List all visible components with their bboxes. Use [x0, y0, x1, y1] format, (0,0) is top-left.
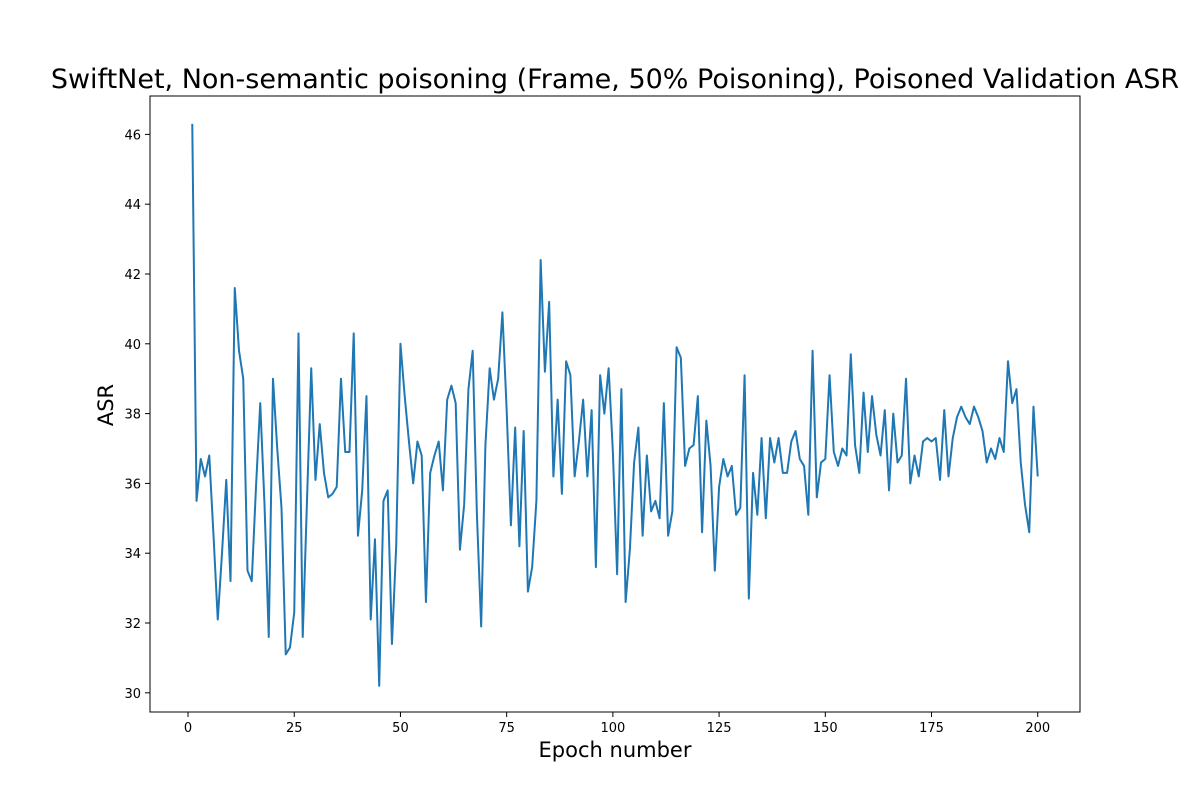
x-tick-label: 0	[184, 721, 192, 736]
x-tick-label: 25	[286, 721, 303, 736]
y-tick-label: 46	[124, 128, 141, 143]
y-tick-label: 38	[124, 408, 141, 423]
chart-title: SwiftNet, Non-semantic poisoning (Frame,…	[51, 64, 1179, 95]
y-tick-label: 40	[124, 338, 141, 353]
y-axis-label: ASR	[94, 384, 118, 426]
x-axis-label: Epoch number	[539, 738, 692, 762]
plot-frame	[149, 95, 1081, 713]
x-tick-label: 75	[498, 721, 515, 736]
plot-area: 0 25 50 75 100 125 150 175 200 30 32 34 36 38 40 42 44 46	[124, 95, 1081, 736]
y-tick-label: 34	[124, 547, 141, 562]
y-tick-label: 30	[124, 687, 141, 702]
x-tick-label: 200	[1025, 721, 1050, 736]
x-tick-label: 100	[600, 721, 625, 736]
x-tick-label: 50	[392, 721, 409, 736]
y-tick-label: 36	[124, 477, 141, 492]
y-tick-label: 32	[124, 617, 141, 632]
x-tick-label: 125	[707, 721, 732, 736]
series-line-0	[191, 123, 1039, 687]
y-tick-label: 42	[124, 268, 141, 283]
x-tick-label: 150	[813, 721, 838, 736]
x-tick-label: 175	[919, 721, 944, 736]
y-tick-label: 44	[124, 198, 141, 213]
